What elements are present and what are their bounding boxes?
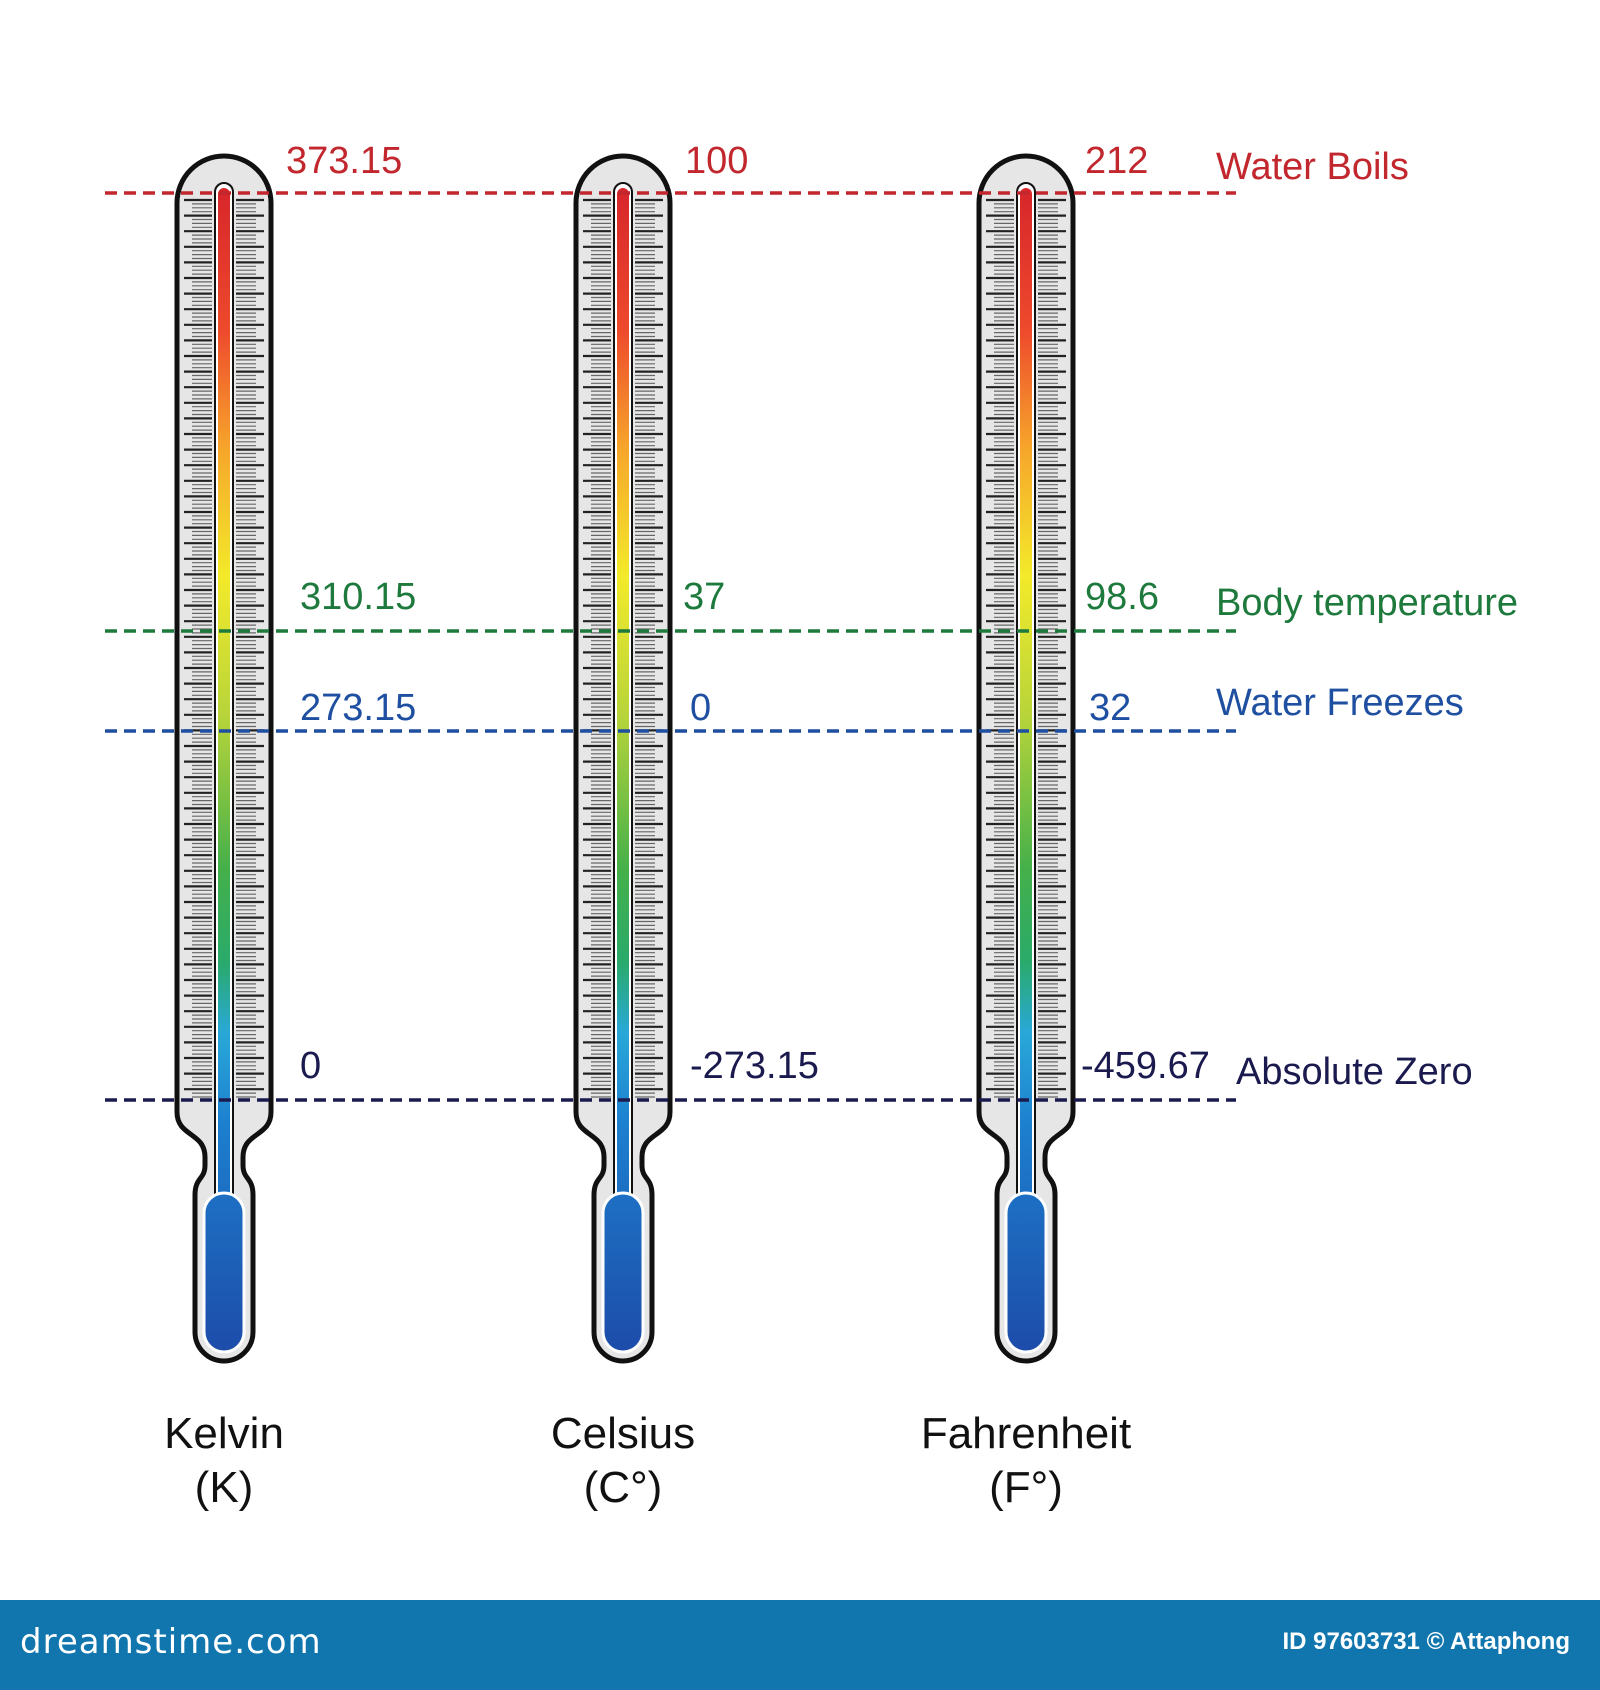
liquid-column bbox=[617, 188, 629, 1238]
fahrenheit-unit: (F°) bbox=[989, 1463, 1063, 1512]
body-temperature-label: Body temperature bbox=[1216, 582, 1518, 624]
image-credit: ID 97603731 © Attaphong bbox=[1282, 1628, 1570, 1655]
kelvin-freezes-value: 273.15 bbox=[300, 687, 416, 729]
water-boils-label: Water Boils bbox=[1216, 146, 1409, 188]
bulb-liquid bbox=[601, 1191, 645, 1354]
bulb-liquid bbox=[1004, 1191, 1048, 1354]
water-freezes-label: Water Freezes bbox=[1216, 682, 1464, 724]
kelvin-name: Kelvin bbox=[164, 1409, 284, 1458]
celsius-zero-value: -273.15 bbox=[690, 1045, 819, 1087]
liquid-column bbox=[1020, 188, 1032, 1238]
kelvin-boils-value: 373.15 bbox=[286, 140, 402, 182]
fahrenheit-name: Fahrenheit bbox=[921, 1409, 1131, 1458]
fahrenheit-thermometer bbox=[976, 153, 1076, 1364]
celsius-freezes-value: 0 bbox=[690, 687, 711, 729]
celsius-boils-value: 100 bbox=[685, 140, 748, 182]
kelvin-unit: (K) bbox=[195, 1463, 254, 1512]
fahrenheit-boils-value: 212 bbox=[1085, 140, 1148, 182]
celsius-body-value: 37 bbox=[683, 576, 725, 618]
bulb-liquid bbox=[202, 1191, 246, 1354]
fahrenheit-freezes-value: 32 bbox=[1089, 687, 1131, 729]
celsius-thermometer bbox=[573, 153, 673, 1364]
absolute-zero-label: Absolute Zero bbox=[1236, 1051, 1473, 1093]
kelvin-zero-value: 0 bbox=[300, 1045, 321, 1087]
kelvin-body-value: 310.15 bbox=[300, 576, 416, 618]
celsius-unit: (C°) bbox=[584, 1463, 663, 1512]
liquid-column bbox=[218, 188, 230, 1238]
celsius-name: Celsius bbox=[551, 1409, 695, 1458]
fahrenheit-body-value: 98.6 bbox=[1085, 576, 1159, 618]
dreamstime-logo[interactable]: dreamstime.com bbox=[20, 1622, 322, 1662]
footer-bar: dreamstime.com ID 97603731 © Attaphong bbox=[0, 1600, 1600, 1690]
kelvin-thermometer bbox=[174, 153, 274, 1364]
fahrenheit-zero-value: -459.67 bbox=[1081, 1045, 1210, 1087]
